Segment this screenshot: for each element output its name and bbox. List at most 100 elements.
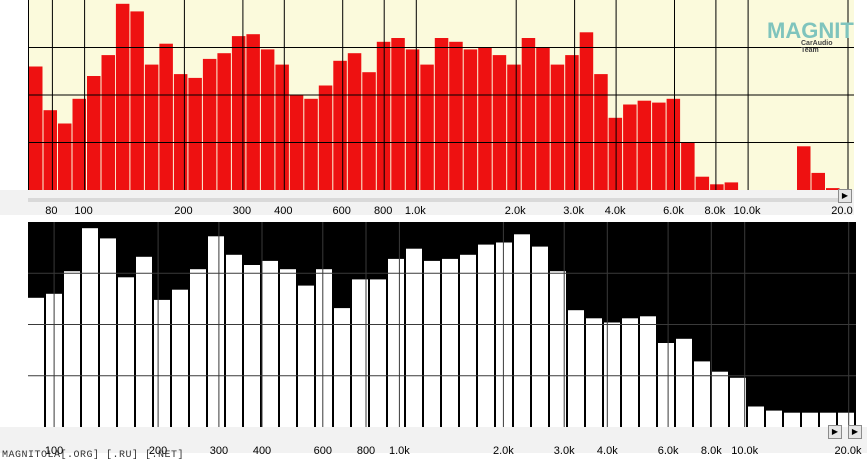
x-tick-label: 20.0	[831, 205, 853, 216]
spectrum-bar	[347, 53, 362, 190]
spectrum-bar	[226, 254, 242, 427]
spectrum-bar	[730, 377, 746, 427]
spectrum-bar	[87, 76, 101, 190]
spectrum-bar	[316, 269, 332, 427]
spectrum-bar	[318, 85, 333, 190]
x-tick-label: 100	[74, 205, 93, 216]
spectrum-bar	[188, 77, 202, 190]
spectrum-bar	[64, 271, 80, 427]
spectrum-bar	[811, 172, 825, 190]
spectrum-bar	[58, 123, 72, 190]
spectrum-bar	[43, 110, 57, 190]
spectrum-bar	[748, 406, 764, 427]
spectrum-bar	[244, 265, 260, 427]
top-scrollbar-track[interactable]	[28, 198, 838, 202]
spectrum-bar	[130, 11, 144, 190]
spectrum-bar	[190, 269, 206, 427]
x-tick-label: 6.0k	[663, 205, 684, 216]
spectrum-bar	[568, 310, 584, 427]
spectrum-bar	[376, 41, 391, 190]
top-spectrum-plot	[28, 0, 854, 190]
spectrum-bar	[826, 188, 840, 190]
x-tick-label: 600	[332, 205, 351, 216]
x-tick-label: 100	[44, 445, 64, 457]
bottom-spectrum-chart	[28, 222, 856, 427]
spectrum-bar	[442, 258, 458, 427]
spectrum-bar	[72, 98, 86, 190]
spectrum-bar	[424, 260, 440, 427]
spectrum-bar	[275, 64, 289, 190]
bottom-scroll-end-button[interactable]: ▶	[848, 425, 862, 439]
spectrum-bar	[391, 38, 405, 190]
spectrum-bar	[460, 254, 476, 427]
x-tick-label: 600	[313, 445, 332, 457]
spectrum-bar	[536, 47, 550, 190]
spectrum-bar	[118, 277, 134, 427]
spectrum-bar	[623, 104, 637, 190]
spectrum-bar	[370, 279, 386, 427]
spectrum-bar	[388, 258, 404, 427]
spectrum-bar	[352, 279, 368, 427]
x-tick-label: 2.0k	[492, 445, 514, 457]
spectrum-bar	[640, 316, 656, 427]
spectrum-bar	[115, 3, 130, 190]
spectrum-bar	[173, 74, 188, 190]
spectrum-bar	[637, 100, 652, 190]
spectrum-bar	[820, 412, 836, 427]
spectrum-bar	[333, 60, 347, 190]
spectrum-bar	[420, 64, 434, 190]
spectrum-bar	[694, 361, 710, 427]
spectrum-bar	[434, 38, 449, 190]
spectrum-bar	[514, 234, 530, 427]
bottom-spectrum-plot	[28, 222, 856, 427]
spectrum-bar	[136, 256, 152, 427]
x-tick-label: 8.0k	[704, 205, 726, 216]
top-spectrum-panel: ▶ 80 100 200 300 400 600 800 1.0k 2.0k 3.0k 4.0k 6.…	[0, 0, 854, 215]
spectrum-bar	[766, 410, 782, 427]
spectrum-bar	[246, 34, 260, 190]
spectrum-bar	[262, 260, 278, 427]
spectrum-bar	[298, 285, 314, 427]
spectrum-bar	[492, 55, 507, 190]
spectrum-bar	[29, 66, 43, 190]
bottom-scroll-right-button[interactable]: ▶	[828, 425, 842, 439]
spectrum-bar	[260, 49, 275, 190]
x-tick-label: 20.0k	[834, 445, 862, 457]
spectrum-bar	[280, 269, 296, 427]
x-tick-label: 4.0k	[596, 445, 618, 457]
spectrum-bar	[521, 38, 536, 190]
spectrum-bar	[159, 43, 173, 190]
spectrum-bar	[28, 297, 44, 427]
spectrum-bar	[406, 248, 422, 427]
x-tick-label: 10.0k	[731, 445, 759, 457]
top-scroll-right-button[interactable]: ▶	[838, 189, 852, 203]
spectrum-bar	[710, 184, 724, 190]
spectrum-bar	[507, 64, 521, 190]
spectrum-bar	[658, 343, 674, 427]
spectrum-bar	[154, 299, 170, 427]
spectrum-bar	[532, 246, 548, 427]
x-tick-label: 800	[374, 205, 393, 216]
spectrum-bar	[681, 142, 695, 190]
magnitola-logo: MAGNITOLA CarAudio Team	[767, 18, 854, 54]
bottom-axis-strip	[0, 427, 867, 453]
top-axis-strip	[0, 190, 854, 215]
spectrum-bar	[449, 41, 463, 190]
spectrum-bar	[144, 64, 159, 190]
spectrum-bar	[208, 236, 224, 427]
x-tick-label: 200	[174, 205, 193, 216]
x-tick-label: 300	[232, 205, 252, 216]
spectrum-bar	[231, 36, 246, 190]
spectrum-bar	[304, 98, 318, 190]
spectrum-bar	[594, 74, 608, 190]
x-tick-label: 10.0k	[733, 205, 761, 216]
spectrum-bar	[608, 117, 623, 190]
x-tick-label: 800	[356, 445, 376, 457]
logo-subtext: CarAudio Team	[801, 40, 833, 54]
x-tick-label: 200	[148, 445, 168, 457]
spectrum-bar	[579, 32, 594, 190]
x-tick-label: 6.0k	[657, 445, 679, 457]
x-tick-label: 400	[252, 445, 272, 457]
spectrum-bar	[712, 371, 728, 427]
spectrum-bar	[362, 72, 376, 190]
